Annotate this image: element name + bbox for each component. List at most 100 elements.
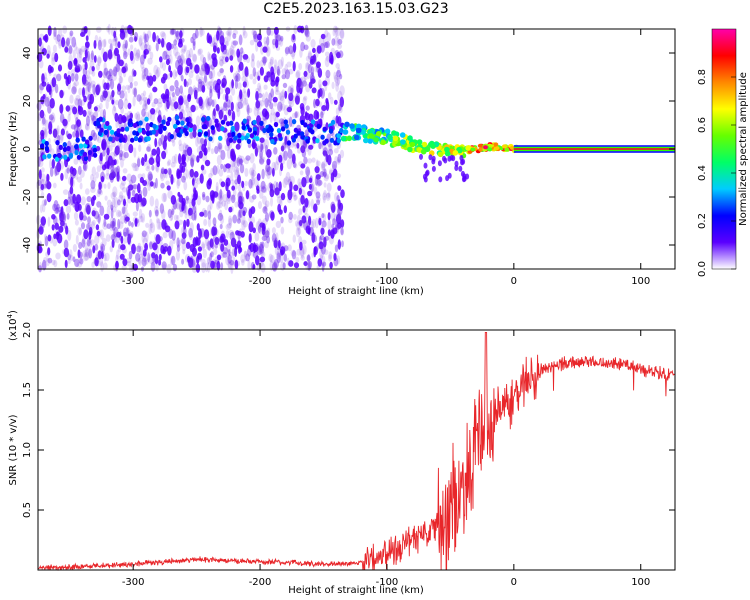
spectrogram-cell [458, 165, 463, 172]
spectrogram-cell [241, 219, 246, 231]
spectrogram-cell [291, 153, 296, 165]
spectrogram-cell [170, 174, 174, 185]
snr-panel: -300 -200 -100 0 100 0.51.01.52.0 Height of … [6, 310, 676, 596]
spectrogram-cell [315, 138, 320, 144]
spectrogram-cell [208, 136, 213, 142]
spectrogram-cell [275, 34, 282, 42]
spectrogram-cell [214, 237, 220, 245]
spectrogram-cell [242, 25, 246, 36]
spectrogram-cell [181, 154, 186, 165]
spectrogram-cell [264, 167, 268, 173]
spectrogram-cell [306, 254, 311, 262]
spectrogram-cell [304, 142, 310, 152]
spectrogram-cell [268, 253, 273, 262]
spectrogram-cell [141, 129, 147, 135]
snr-y-multiplier-text: (x10 [8, 318, 19, 341]
spectrogram-cell [254, 232, 260, 242]
spectrogram-cell [337, 153, 342, 163]
spectrogram-cell [328, 92, 332, 100]
spectrogram-cell [255, 90, 259, 102]
spectrogram-cell [285, 171, 291, 183]
spectrogram-cell [93, 39, 97, 49]
spectrogram-cell [219, 209, 223, 217]
spectrogram-cell [69, 249, 73, 258]
spectrogram-cell [509, 145, 515, 150]
spectrogram-cell [148, 209, 152, 218]
spectrogram-cell [207, 204, 212, 214]
spectrogram-cell [252, 162, 256, 172]
spectrogram-cell [313, 98, 316, 109]
spectrogram-cell [270, 138, 275, 145]
spectrogram-cell [329, 261, 333, 269]
spectrogram-cell [452, 150, 459, 156]
spectrogram-cell [300, 76, 307, 85]
spectrogram-cell [126, 227, 130, 236]
spectrogram-cell [181, 238, 186, 245]
spectrogram-cell [188, 207, 193, 216]
spectrogram-cell [105, 50, 109, 59]
spectrogram-cell [207, 97, 213, 106]
spectrogram-cell [70, 69, 76, 76]
spectrogram-cell [155, 107, 161, 114]
spectrogram-cell [250, 177, 256, 186]
spectrogram-cell [87, 81, 91, 93]
spectrogram-cell [62, 118, 68, 127]
spectrogram-cell [195, 74, 200, 82]
spectrogram-cell [75, 194, 82, 205]
spectrogram-cell [227, 257, 232, 269]
spectrogram-cell [192, 129, 197, 138]
spectrogram-cell [327, 229, 331, 237]
spectrogram-cell [223, 114, 228, 122]
spectrogram-cell [101, 237, 107, 247]
spectrogram-cell [145, 165, 151, 172]
spectrogram-cell [321, 220, 327, 228]
spectrogram-cell [128, 36, 134, 43]
spectrogram-cell [336, 133, 341, 139]
spectrogram-cell [202, 68, 208, 75]
spectrogram-cell [103, 262, 108, 270]
spectrogram-cell [200, 137, 205, 145]
spectrogram-cell [160, 134, 165, 145]
spectrogram-cell [97, 39, 102, 51]
spectrogram-cell [269, 131, 274, 138]
spectrogram-cell [323, 41, 329, 49]
spectrogram-cell [149, 218, 153, 226]
spectrogram-cell [327, 148, 334, 156]
spectrogram-cell [47, 95, 51, 106]
spectrogram-cell [141, 257, 147, 267]
spectrogram-cell [274, 59, 278, 70]
spectrogram-cell [63, 41, 68, 48]
spectrogram-cell [81, 136, 86, 142]
spectrogram-cell [292, 161, 297, 168]
spectrogram-cell [127, 134, 131, 142]
spectrogram-cell [349, 123, 355, 129]
spectrogram-cell [68, 107, 72, 116]
spectrogram-cell [123, 98, 129, 110]
spectrogram-cell [166, 42, 172, 51]
spectrogram-cell [85, 85, 90, 96]
spectrogram-cell [309, 58, 315, 65]
spectrogram-cell [192, 105, 199, 111]
spectrogram-cell [171, 91, 175, 98]
spectrogram-cell [337, 90, 343, 102]
spectrogram-cell [283, 150, 288, 161]
spectrogram-cell [74, 97, 79, 106]
spectrogram-cell [206, 146, 211, 153]
spectrogram-cell [208, 63, 212, 72]
spectrogram-cell [291, 49, 295, 60]
spectrogram-cell [112, 233, 118, 244]
spectrogram-cell [103, 82, 108, 90]
spectrogram-cell [241, 124, 246, 131]
spectrogram-cell [140, 213, 146, 223]
spectrogram-cell [161, 38, 165, 48]
spectrogram-cell [103, 61, 107, 71]
spectrogram-cell [67, 60, 73, 70]
spectrogram-cell [312, 234, 317, 243]
spectrogram-cell [313, 203, 318, 213]
spectrogram-cell [160, 171, 165, 182]
spectrogram-cell [196, 177, 201, 185]
spectrogram-cell [154, 206, 159, 214]
spectrogram-cell [437, 151, 444, 158]
spectrogram-cell [355, 127, 362, 134]
spectrogram-cell [262, 230, 267, 237]
